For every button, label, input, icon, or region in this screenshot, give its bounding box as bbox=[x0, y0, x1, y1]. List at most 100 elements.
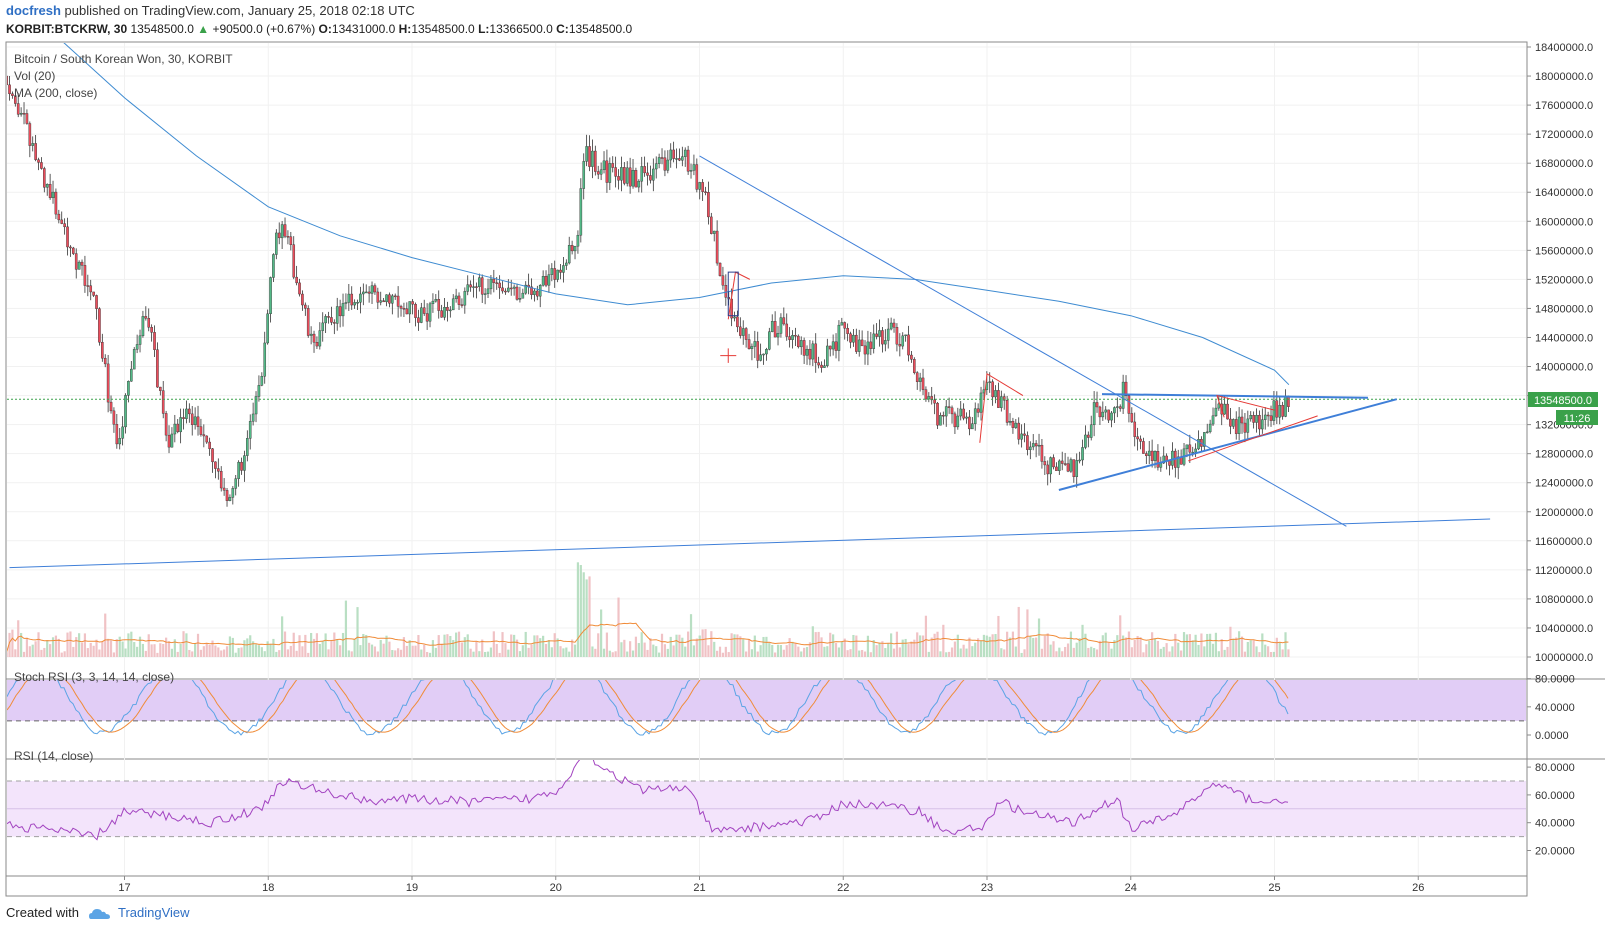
volume-bar bbox=[437, 635, 440, 657]
volume-bar bbox=[808, 642, 812, 657]
volume-bar bbox=[182, 631, 185, 657]
candle-body bbox=[321, 322, 325, 331]
volume-bar bbox=[942, 624, 945, 657]
candle-body bbox=[649, 175, 652, 181]
volume-bar bbox=[1194, 634, 1197, 657]
candle-body bbox=[910, 354, 913, 360]
stoch-k-line bbox=[7, 680, 1289, 736]
published-text: published on TradingView.com, January 25… bbox=[64, 3, 415, 18]
volume-bar bbox=[1046, 633, 1049, 657]
stoch-rsi-pane bbox=[7, 680, 1526, 736]
candle-body bbox=[295, 276, 298, 284]
candle-body bbox=[251, 413, 255, 422]
volume-bar bbox=[652, 644, 655, 657]
volume-bar bbox=[895, 631, 899, 657]
volume-bar bbox=[1017, 606, 1020, 657]
candle-body bbox=[289, 236, 293, 245]
volume-bar bbox=[594, 648, 597, 657]
highlight-box[interactable] bbox=[727, 271, 739, 317]
price-axis[interactable]: 18400000.0 18000000.0 17600000.0 17200000.0… bbox=[1527, 42, 1593, 664]
time-axis[interactable]: 17 18 19 20 21 22 23 24 25 26 bbox=[118, 876, 1424, 894]
volume-bar bbox=[901, 639, 904, 657]
volume-bar bbox=[147, 634, 150, 657]
candle-body bbox=[692, 164, 696, 171]
tradingview-link[interactable]: TradingView bbox=[118, 905, 190, 920]
candle-body bbox=[269, 277, 272, 315]
candle-body bbox=[736, 316, 739, 328]
volume-bar bbox=[837, 647, 841, 657]
volume-bar bbox=[892, 648, 896, 657]
price-tick-label: 12400000.0 bbox=[1535, 478, 1593, 490]
candle-body bbox=[927, 396, 931, 400]
volume-bar bbox=[353, 639, 356, 657]
candle-body bbox=[768, 331, 771, 350]
candle-body bbox=[1002, 396, 1006, 401]
blue-trendline[interactable] bbox=[1101, 393, 1368, 399]
volume-bar bbox=[275, 651, 278, 657]
candle-body bbox=[370, 285, 374, 294]
volume-bar bbox=[257, 645, 261, 657]
last-price-tag-label: 13548500.0 bbox=[1534, 395, 1592, 407]
candle-body bbox=[124, 395, 127, 428]
volume-bar bbox=[1151, 632, 1154, 657]
volume-bar bbox=[1223, 649, 1226, 657]
volume-bar bbox=[231, 637, 234, 657]
candle-body bbox=[562, 265, 565, 273]
volume-bar bbox=[112, 652, 116, 657]
candle-body bbox=[219, 471, 223, 489]
author-link[interactable]: docfresh bbox=[6, 3, 61, 18]
volume-bar bbox=[1110, 648, 1113, 657]
candle-body bbox=[193, 416, 197, 425]
volume-bar bbox=[1020, 652, 1023, 657]
volume-bar bbox=[1191, 640, 1194, 657]
red-pattern-drawing[interactable] bbox=[979, 372, 1024, 443]
candle-body bbox=[973, 408, 977, 424]
volume-bar bbox=[46, 640, 49, 657]
volume-bar bbox=[881, 641, 884, 657]
volume-bar bbox=[344, 600, 348, 657]
candle-body bbox=[971, 423, 974, 430]
volume-bar bbox=[196, 633, 200, 657]
volume-bar bbox=[930, 637, 933, 657]
volume-bars bbox=[7, 562, 1290, 657]
candle-body bbox=[1011, 421, 1015, 428]
candle-body bbox=[1287, 395, 1290, 407]
volume-bar bbox=[1197, 644, 1200, 657]
volume-bar bbox=[568, 651, 571, 657]
volume-bar bbox=[1052, 641, 1055, 657]
volume-bar bbox=[379, 640, 382, 657]
candle-body bbox=[469, 284, 472, 288]
blue-trendline[interactable] bbox=[1058, 398, 1397, 491]
candle-body bbox=[431, 300, 435, 305]
volume-bar bbox=[286, 649, 290, 657]
volume-bar bbox=[921, 635, 925, 657]
candle-body bbox=[292, 244, 296, 278]
candle-body bbox=[567, 245, 571, 264]
volume-bar bbox=[539, 638, 542, 657]
volume-bar bbox=[1043, 635, 1046, 657]
blue-trendline[interactable] bbox=[699, 155, 1347, 527]
red-pattern-drawing[interactable] bbox=[1216, 394, 1275, 418]
volume-bar bbox=[25, 637, 29, 657]
volume-bar bbox=[776, 644, 780, 657]
candle-body bbox=[347, 293, 351, 303]
trend-drawings[interactable] bbox=[9, 155, 1491, 569]
candle-body bbox=[643, 166, 646, 174]
volume-bar bbox=[263, 651, 266, 657]
candle-body bbox=[863, 345, 867, 355]
volume-bar bbox=[495, 643, 498, 657]
volume-bar bbox=[324, 633, 327, 657]
candle-body bbox=[480, 277, 484, 295]
candle-body bbox=[733, 316, 736, 319]
blue-trendline[interactable] bbox=[9, 518, 1491, 569]
volume-bar bbox=[63, 651, 66, 657]
volume-bar bbox=[72, 646, 75, 657]
rsi-tick-label: 40.0000 bbox=[1535, 818, 1575, 830]
volume-bar bbox=[924, 615, 928, 657]
volume-bar bbox=[637, 643, 640, 657]
candle-body bbox=[1188, 444, 1192, 453]
red-trendline[interactable] bbox=[1188, 415, 1318, 462]
candle-body bbox=[715, 230, 719, 264]
volume-bar bbox=[1072, 647, 1075, 657]
